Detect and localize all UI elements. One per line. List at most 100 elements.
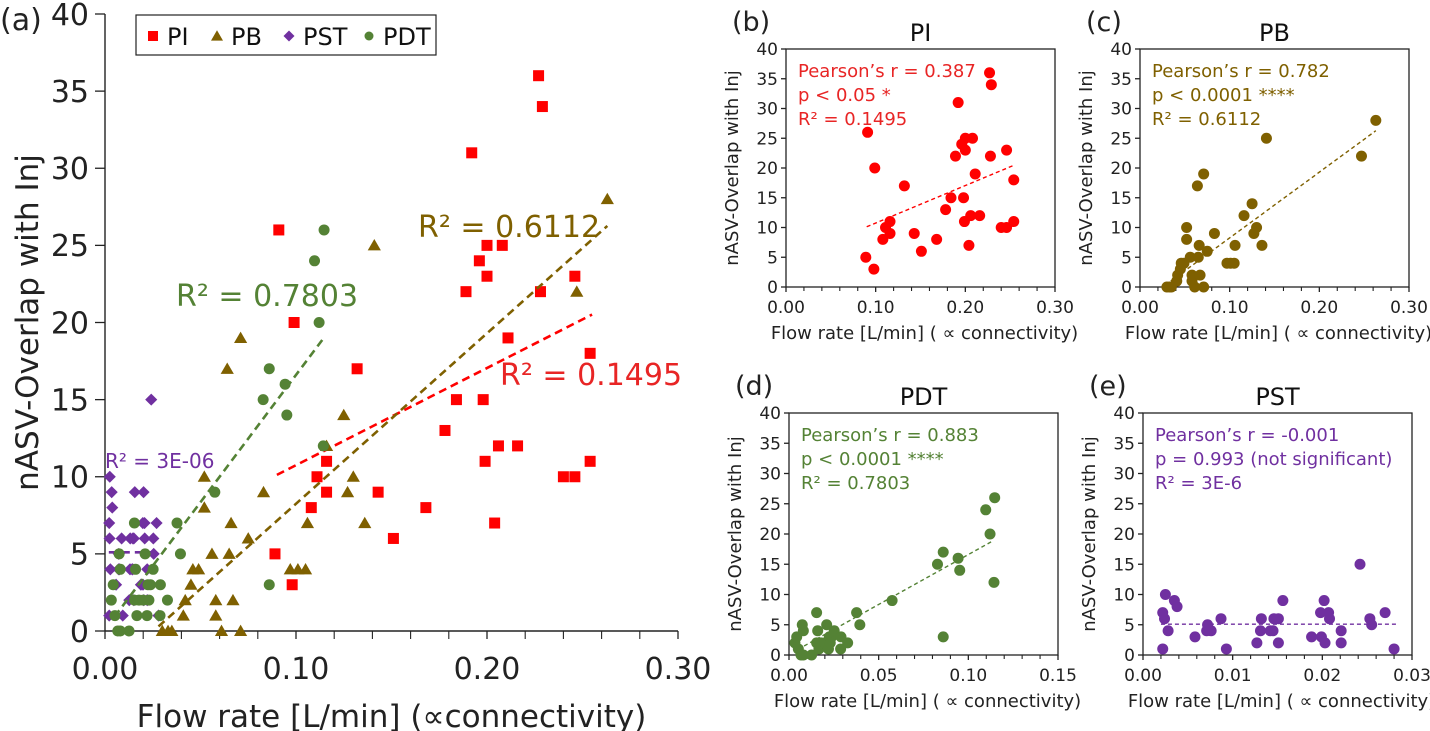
data-point <box>851 607 863 619</box>
data-point <box>584 347 596 359</box>
data-point <box>184 578 198 590</box>
panel-label: (b) <box>732 7 770 38</box>
data-point <box>954 564 966 576</box>
series-PI <box>860 67 1020 275</box>
y-tick-label: 25 <box>1113 495 1135 515</box>
data-point <box>1171 601 1183 613</box>
data-point <box>346 470 360 482</box>
x-tick-label: 0.30 <box>645 652 712 687</box>
y-axis-label: nASV-Overlap with Inj <box>10 154 46 491</box>
data-point <box>481 270 493 282</box>
data-point <box>209 609 223 621</box>
legend-label-PDT: PDT <box>383 23 431 51</box>
data-point <box>1198 281 1210 293</box>
data-point <box>496 239 508 251</box>
y-tick-label: 20 <box>51 306 89 341</box>
y-tick-label: 0 <box>1124 646 1135 666</box>
data-point <box>161 594 173 606</box>
y-tick-label: 40 <box>1113 404 1135 424</box>
data-point <box>309 255 321 267</box>
y-tick-label: 0 <box>767 278 778 298</box>
data-point <box>205 547 219 559</box>
data-point <box>439 424 451 436</box>
data-point <box>1335 625 1347 637</box>
y-tick-label: 10 <box>759 586 781 606</box>
x-axis-label: Flow rate [L/min] ( ∝ connectivity) <box>1125 323 1430 344</box>
data-point <box>806 649 818 661</box>
data-point <box>1193 239 1205 251</box>
data-point <box>197 470 211 482</box>
x-tick-label: 0.10 <box>857 298 895 318</box>
data-point <box>131 610 143 622</box>
data-point <box>959 144 971 156</box>
data-point <box>937 546 949 558</box>
data-point <box>1388 643 1400 655</box>
x-tick-label: 0.00 <box>72 652 139 687</box>
data-point <box>372 486 384 498</box>
data-point <box>931 558 943 570</box>
data-point <box>1189 281 1201 293</box>
series-PST <box>1157 558 1400 655</box>
data-point <box>222 547 236 559</box>
data-point <box>1277 595 1289 607</box>
data-point <box>145 393 158 406</box>
data-point <box>109 610 121 622</box>
data-point <box>557 471 569 483</box>
data-point <box>1246 198 1258 210</box>
data-point <box>1205 625 1217 637</box>
x-tick-label: 0.30 <box>1390 298 1428 318</box>
data-point <box>1191 180 1203 192</box>
data-point <box>967 132 979 144</box>
data-point <box>569 471 581 483</box>
data-point <box>1272 637 1284 649</box>
y-axis-label: nASV-Overlap with Inj <box>1079 436 1100 632</box>
y-tick-label: 20 <box>1110 159 1132 179</box>
data-point <box>1157 643 1169 655</box>
x-axis-label: Flow rate [L/min] (∝connectivity) <box>137 699 647 731</box>
y-tick-label: 40 <box>756 40 778 60</box>
data-point <box>241 532 255 544</box>
y-tick-label: 25 <box>51 229 89 264</box>
y-tick-label: 5 <box>70 538 89 573</box>
data-point <box>214 624 229 637</box>
y-tick-label: 25 <box>759 495 781 515</box>
data-point <box>502 332 514 344</box>
data-point <box>862 126 874 138</box>
data-point <box>305 502 317 514</box>
data-point <box>224 516 238 529</box>
data-point <box>420 502 432 514</box>
y-tick-label: 25 <box>1110 129 1132 149</box>
data-point <box>1192 251 1204 263</box>
data-point <box>860 251 872 263</box>
data-point <box>1181 233 1193 245</box>
data-point <box>1379 607 1391 619</box>
data-point <box>288 317 300 328</box>
data-point <box>1366 619 1378 631</box>
data-point <box>226 593 240 606</box>
y-axis-label: nASV-Overlap with Inj <box>722 70 743 266</box>
stat-line: R² = 3E-6 <box>1155 473 1242 494</box>
stat-line: R² = 0.1495 <box>798 109 907 130</box>
data-point <box>358 516 372 529</box>
x-tick-label: 0.20 <box>454 652 521 687</box>
data-point <box>1254 625 1266 637</box>
data-point <box>963 239 975 251</box>
y-axis-label: nASV-Overlap with Inj <box>1076 70 1097 266</box>
data-point <box>1008 216 1020 228</box>
data-point <box>150 516 163 530</box>
y-tick-label: 0 <box>1121 278 1132 298</box>
data-point <box>174 548 186 560</box>
data-point <box>512 440 524 452</box>
y-tick-label: 30 <box>756 100 778 120</box>
x-tick-label: 0.00 <box>1121 298 1159 318</box>
legend-marker-PB <box>211 30 223 41</box>
x-tick-label: 0.10 <box>949 666 987 686</box>
data-point <box>533 70 545 82</box>
data-point <box>318 224 330 236</box>
data-point <box>984 150 996 162</box>
data-point <box>105 486 118 499</box>
data-point <box>489 517 501 529</box>
data-point <box>450 394 462 406</box>
data-point <box>479 455 491 467</box>
y-tick-label: 20 <box>1113 525 1135 545</box>
